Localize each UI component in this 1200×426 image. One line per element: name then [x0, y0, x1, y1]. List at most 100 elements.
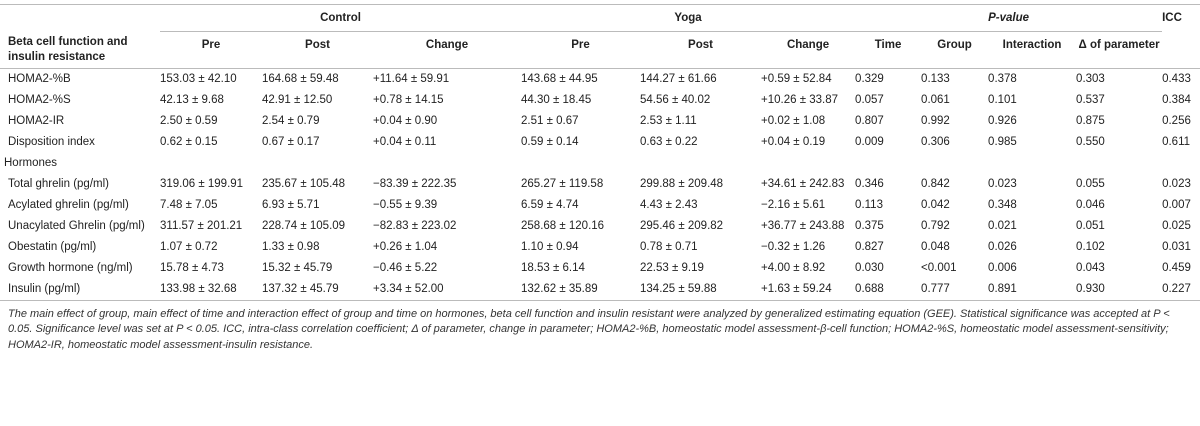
cell: 22.53 ± 9.19	[640, 261, 704, 274]
cell: 2.51 ± 0.67	[521, 114, 579, 127]
group-header: Yoga	[521, 4, 856, 32]
cell: 0.046	[1076, 198, 1105, 211]
cell: 0.875	[1076, 114, 1105, 127]
row-label: HOMA2-IR	[8, 114, 65, 127]
row-label: Disposition index	[8, 135, 95, 148]
cell: +0.59 ± 52.84	[761, 72, 832, 85]
data-row: Insulin (pg/ml) 133.98 ± 32.68 137.32 ± 45…	[0, 279, 1200, 301]
cell: −0.55 ± 9.39	[373, 198, 438, 211]
cell: 311.57 ± 201.21	[160, 219, 243, 232]
cell: 7.48 ± 7.05	[160, 198, 218, 211]
group-header: ICC	[1162, 12, 1182, 24]
cell: 0.303	[1076, 72, 1105, 85]
cell: 0.930	[1076, 282, 1105, 295]
cell: 0.042	[921, 198, 950, 211]
data-row: Unacylated Ghrelin (pg/ml) 311.57 ± 201.2…	[0, 216, 1200, 237]
cell: 0.375	[855, 219, 884, 232]
row-label: HOMA2-%S	[8, 93, 71, 106]
group-header-row: Control Yoga P-value ICC	[0, 4, 1200, 32]
row-label: Obestatin (pg/ml)	[8, 240, 97, 253]
cell: +10.26 ± 33.87	[761, 93, 838, 106]
cell: +34.61 ± 242.83	[761, 177, 845, 190]
cell: 0.384	[1162, 93, 1191, 106]
cell: 15.78 ± 4.73	[160, 261, 224, 274]
column-header: Interaction	[1002, 39, 1062, 51]
cell: 0.102	[1076, 240, 1105, 253]
column-header: Time	[874, 39, 902, 51]
cell: 0.891	[988, 282, 1017, 295]
cell: 2.50 ± 0.59	[160, 114, 218, 127]
cell: 0.807	[855, 114, 884, 127]
cell: 235.67 ± 105.48	[262, 177, 346, 190]
row-label: Growth hormone (ng/ml)	[8, 261, 133, 274]
cell: 1.33 ± 0.98	[262, 240, 320, 253]
cell: −82.83 ± 223.02	[373, 219, 457, 232]
footnote: The main effect of group, main effect of…	[8, 307, 1170, 351]
cell: 0.057	[855, 93, 884, 106]
cell: 0.992	[921, 114, 950, 127]
cell: +36.77 ± 243.88	[761, 219, 845, 232]
section-row: Hormones	[0, 153, 1200, 174]
cell: 0.043	[1076, 261, 1105, 274]
cell: 0.023	[1162, 177, 1191, 190]
data-row: Acylated ghrelin (pg/ml) 7.48 ± 7.05 6.93 …	[0, 195, 1200, 216]
row-label: Hormones	[4, 156, 58, 169]
cell: 265.27 ± 119.58	[521, 177, 604, 190]
data-row: Total ghrelin (pg/ml) 319.06 ± 199.91 235.…	[0, 174, 1200, 195]
cell: 258.68 ± 120.16	[521, 219, 605, 232]
data-row: Growth hormone (ng/ml) 15.78 ± 4.73 15.32 …	[0, 258, 1200, 279]
column-header: Change	[786, 39, 830, 51]
cell: 15.32 ± 45.79	[262, 261, 333, 274]
row-label: Unacylated Ghrelin (pg/ml)	[8, 219, 145, 232]
cell: 1.07 ± 0.72	[160, 240, 218, 253]
cell: 0.061	[921, 93, 950, 106]
cell: 0.306	[921, 135, 950, 148]
cell: 1.10 ± 0.94	[521, 240, 579, 253]
cell: 18.53 ± 6.14	[521, 261, 585, 274]
cell: −2.16 ± 5.61	[761, 198, 826, 211]
cell: 0.827	[855, 240, 884, 253]
group-header: P-value	[855, 4, 1163, 32]
cell: 0.006	[988, 261, 1017, 274]
cell: 42.91 ± 12.50	[262, 93, 333, 106]
cell: 0.026	[988, 240, 1017, 253]
row-label: Acylated ghrelin (pg/ml)	[8, 198, 129, 211]
cell: 0.023	[988, 177, 1017, 190]
column-header: Change	[425, 39, 469, 51]
data-row: HOMA2-%S 42.13 ± 9.68 42.91 ± 12.50 +0.78 ±…	[0, 90, 1200, 111]
cell: 0.329	[855, 72, 884, 85]
cell: 0.59 ± 0.14	[521, 135, 579, 148]
cell: 0.055	[1076, 177, 1105, 190]
data-table: Control Yoga P-value ICC Beta cell funct…	[0, 4, 1200, 301]
cell: 0.67 ± 0.17	[262, 135, 320, 148]
cell: +0.02 ± 1.08	[761, 114, 826, 127]
cell: 42.13 ± 9.68	[160, 93, 224, 106]
cell: −0.32 ± 1.26	[761, 240, 826, 253]
cell: 0.348	[988, 198, 1017, 211]
cell: 6.59 ± 4.74	[521, 198, 579, 211]
cell: <0.001	[921, 261, 957, 274]
column-header: Beta cell function and insulin resistanc…	[8, 35, 128, 63]
cell: 0.777	[921, 282, 950, 295]
cell: 299.88 ± 209.48	[640, 177, 724, 190]
cell: +0.04 ± 0.90	[373, 114, 438, 127]
cell: 0.113	[855, 198, 883, 211]
cell: 0.926	[988, 114, 1017, 127]
group-header: Control	[160, 4, 522, 32]
cell: 0.537	[1076, 93, 1105, 106]
cell: 0.63 ± 0.22	[640, 135, 698, 148]
cell: 0.227	[1162, 282, 1191, 295]
cell: 0.433	[1162, 72, 1191, 85]
cell: 132.62 ± 35.89	[521, 282, 598, 295]
cell: +3.34 ± 52.00	[373, 282, 444, 295]
cell: 144.27 ± 61.66	[640, 72, 717, 85]
cell: 0.031	[1162, 240, 1191, 253]
column-header-row: Beta cell function and insulin resistanc…	[0, 32, 1200, 68]
cell: 0.792	[921, 219, 950, 232]
cell: +11.64 ± 59.91	[373, 72, 450, 85]
cell: 0.025	[1162, 219, 1191, 232]
cell: 137.32 ± 45.79	[262, 282, 339, 295]
cell: 0.030	[855, 261, 884, 274]
cell: 4.43 ± 2.43	[640, 198, 698, 211]
cell: +4.00 ± 8.92	[761, 261, 826, 274]
